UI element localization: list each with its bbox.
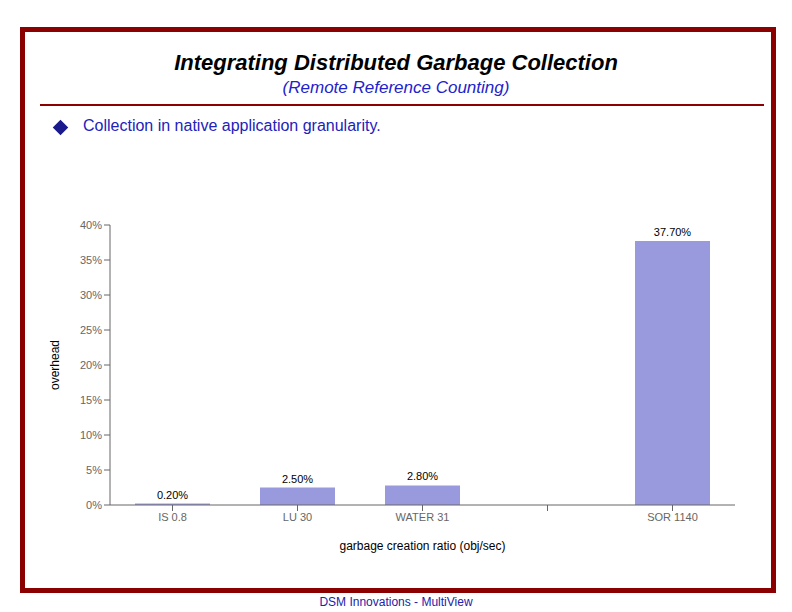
svg-text:IS 0.8: IS 0.8 — [158, 511, 187, 523]
svg-text:15%: 15% — [80, 394, 102, 406]
svg-text:2.50%: 2.50% — [282, 473, 313, 485]
svg-text:30%: 30% — [80, 289, 102, 301]
html-text:DSM Innovations - MultiView: DSM Innovations - MultiView — [319, 595, 473, 609]
svg-text:garbage creation ratio (obj/se: garbage creation ratio (obj/sec) — [339, 539, 505, 553]
html-text:Collection in native applicati: Collection in native application granula… — [83, 117, 381, 134]
svg-text:40%: 40% — [80, 219, 102, 231]
svg-text:0.20%: 0.20% — [157, 489, 188, 501]
svg-text:LU 30: LU 30 — [283, 511, 312, 523]
svg-text:37.70%: 37.70% — [654, 226, 692, 238]
html-text:(Remote Reference Counting): (Remote Reference Counting) — [282, 78, 510, 97]
svg-text:WATER 31: WATER 31 — [396, 511, 450, 523]
svg-text:35%: 35% — [80, 254, 102, 266]
svg-text:SOR 1140: SOR 1140 — [647, 511, 698, 523]
svg-text:2.80%: 2.80% — [407, 470, 438, 482]
html-text:Integrating Distributed Garbag: Integrating Distributed Garbage Collecti… — [174, 50, 618, 75]
svg-text:5%: 5% — [86, 464, 102, 476]
svg-text:0%: 0% — [86, 499, 102, 511]
svg-text:20%: 20% — [80, 359, 102, 371]
svg-text:25%: 25% — [80, 324, 102, 336]
svg-text:10%: 10% — [80, 429, 102, 441]
svg-text:overhead: overhead — [48, 340, 62, 390]
